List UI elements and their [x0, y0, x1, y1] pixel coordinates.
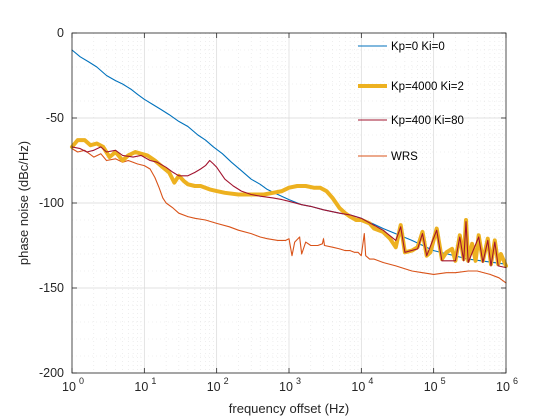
- legend-label: WRS: [391, 151, 418, 163]
- y-tick-label: -150: [39, 281, 64, 295]
- series-line-2: [71, 146, 507, 269]
- x-tick-exponent: 3: [296, 376, 301, 386]
- y-tick-label: -50: [46, 111, 64, 125]
- grid: [71, 32, 506, 374]
- series-layer: [70, 49, 508, 284]
- y-tick-label: -100: [39, 196, 64, 210]
- legend-label: Kp=4000 Ki=2: [391, 81, 464, 93]
- x-axis-title: frequency offset (Hz): [229, 401, 349, 416]
- series-line-3: [71, 148, 507, 284]
- x-tick-label: 10: [207, 380, 221, 394]
- x-tick-label: 10: [134, 380, 148, 394]
- x-tick-labels: 10 0 10 1 10 2 10 3 10 4 10 5 10 6: [62, 376, 518, 394]
- x-tick-exponent: 2: [224, 376, 229, 386]
- x-tick-exponent: 5: [441, 376, 446, 386]
- x-tick-exponent: 0: [79, 376, 84, 386]
- x-tick-exponent: 1: [151, 376, 156, 386]
- x-tick-label: 10: [279, 380, 293, 394]
- x-tick-label: 10: [351, 380, 365, 394]
- y-axis-title: phase noise (dBc/Hz): [16, 141, 31, 265]
- legend: Kp=0 Ki=0 Kp=4000 Ki=2 Kp=400 Ki=80 WRS: [358, 41, 464, 163]
- x-tick-label: 10: [496, 380, 510, 394]
- axis-ticks: [71, 32, 507, 374]
- y-tick-label: 0: [57, 26, 64, 40]
- legend-label: Kp=400 Ki=80: [391, 115, 464, 127]
- x-tick-exponent: 6: [513, 376, 518, 386]
- x-tick-label: 10: [424, 380, 438, 394]
- y-tick-labels: 0 -50 -100 -150 -200: [39, 26, 64, 380]
- y-tick-label: -200: [39, 366, 64, 380]
- legend-label: Kp=0 Ki=0: [391, 41, 445, 53]
- x-tick-label: 10: [62, 380, 76, 394]
- x-tick-exponent: 4: [368, 376, 373, 386]
